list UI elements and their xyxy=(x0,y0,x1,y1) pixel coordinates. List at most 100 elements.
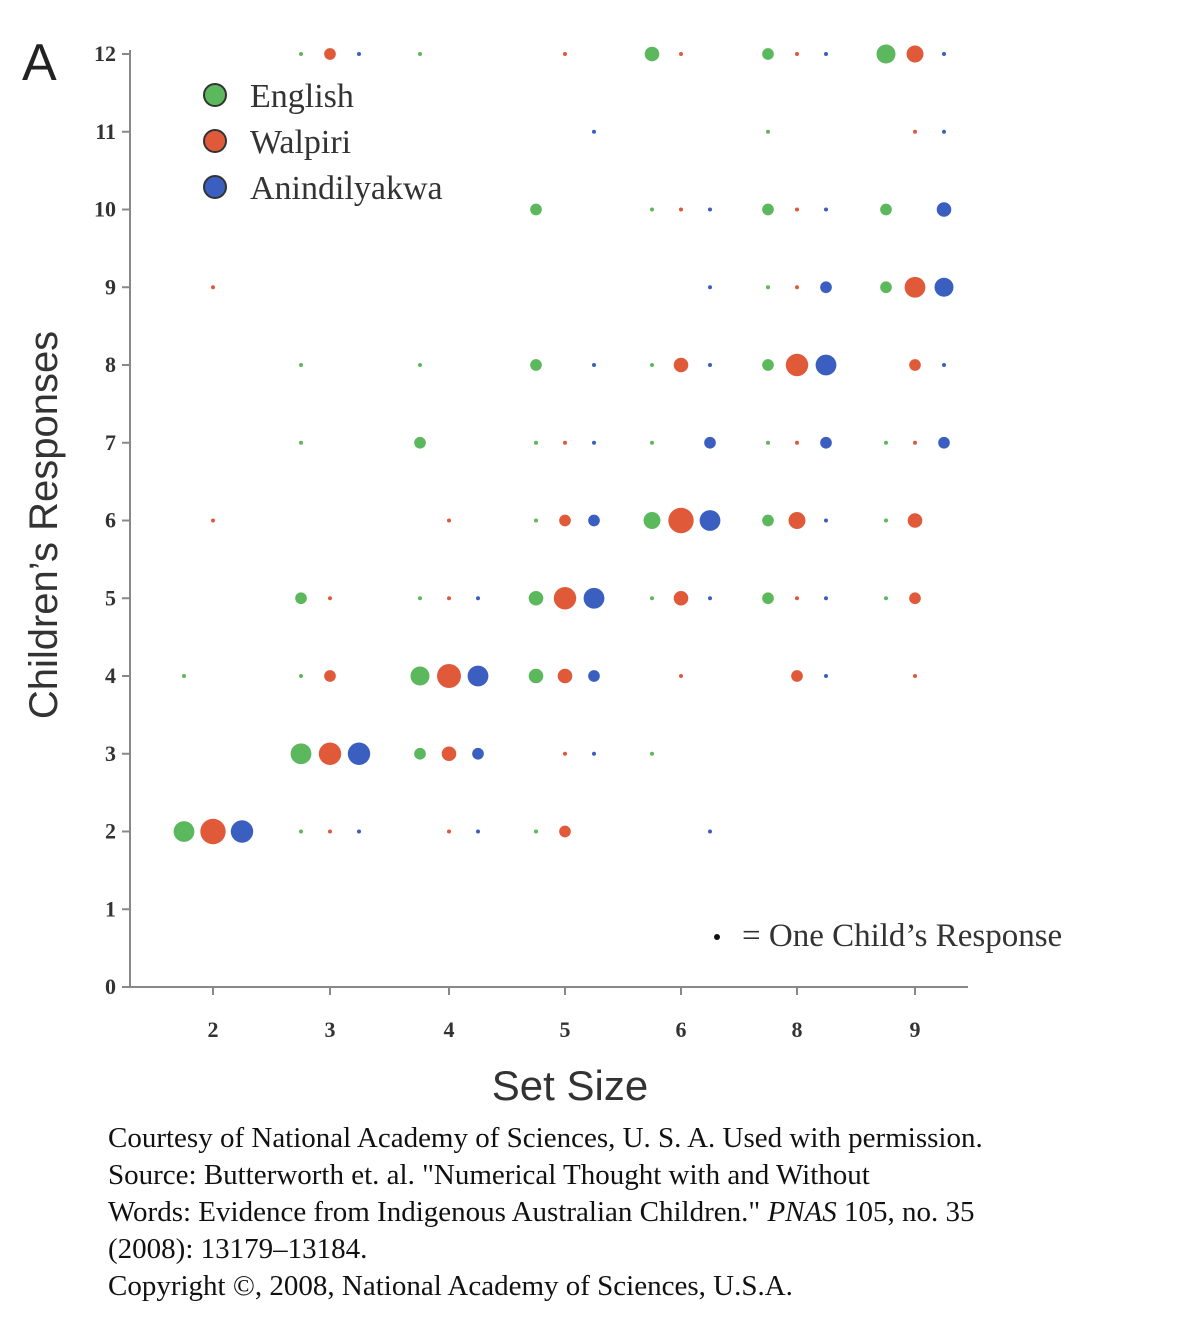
point-walpiri xyxy=(447,829,451,834)
point-walpiri xyxy=(563,440,567,445)
point-english xyxy=(290,743,312,765)
point-english xyxy=(299,674,303,678)
point-anindilyakwa xyxy=(592,440,596,445)
point-english xyxy=(762,48,774,60)
point-anindilyakwa xyxy=(824,207,828,212)
point-anindilyakwa xyxy=(588,514,600,527)
point-walpiri xyxy=(211,518,215,523)
point-walpiri xyxy=(909,359,921,371)
point-english xyxy=(418,52,422,56)
point-walpiri xyxy=(559,514,571,527)
point-anindilyakwa xyxy=(592,751,596,756)
point-english xyxy=(762,592,774,605)
point-anindilyakwa xyxy=(708,363,712,367)
point-anindilyakwa xyxy=(708,829,712,834)
point-english xyxy=(650,440,654,445)
point-english xyxy=(299,829,303,834)
credit-line-3-after: 105, no. 35 xyxy=(836,1196,975,1228)
point-anindilyakwa xyxy=(467,665,489,687)
point-walpiri xyxy=(791,670,803,682)
point-anindilyakwa xyxy=(824,596,828,601)
point-english xyxy=(528,590,544,606)
point-walpiri xyxy=(906,45,924,63)
y-tick-label: 0 xyxy=(105,974,116,999)
credit-block: Courtesy of National Academy of Sciences… xyxy=(108,1120,1178,1305)
point-anindilyakwa xyxy=(699,510,721,531)
point-walpiri xyxy=(788,512,806,529)
point-english xyxy=(884,596,888,601)
point-english xyxy=(762,514,774,527)
point-anindilyakwa xyxy=(357,829,361,834)
point-walpiri xyxy=(447,596,451,601)
legend: English Walpiri Anindilyakwa xyxy=(203,78,443,207)
y-tick-label: 8 xyxy=(105,352,116,377)
point-walpiri xyxy=(679,674,683,678)
point-walpiri xyxy=(907,513,923,528)
legend-label-walpiri: Walpiri xyxy=(250,124,351,161)
credit-line-1: Courtesy of National Academy of Sciences… xyxy=(108,1122,983,1154)
point-english xyxy=(650,751,654,756)
point-anindilyakwa xyxy=(592,129,596,134)
y-tick-label: 5 xyxy=(105,585,116,610)
point-english xyxy=(418,596,422,601)
x-tick-label: 2 xyxy=(208,1017,219,1042)
credit-line-2: Source: Butterworth et. al. "Numerical T… xyxy=(108,1159,870,1191)
point-walpiri xyxy=(795,440,799,445)
point-english xyxy=(650,596,654,601)
y-tick-label: 10 xyxy=(94,197,116,222)
point-english xyxy=(410,666,430,686)
point-english xyxy=(534,829,538,834)
credit-journal: PNAS xyxy=(767,1196,837,1228)
x-axis-title: Set Size xyxy=(492,1062,648,1109)
point-anindilyakwa xyxy=(472,747,484,760)
point-anindilyakwa xyxy=(476,829,480,834)
point-english xyxy=(530,359,542,371)
legend-label-anindilyakwa: Anindilyakwa xyxy=(250,170,443,207)
point-anindilyakwa xyxy=(934,277,954,297)
size-note: = One Child’s Response xyxy=(714,918,1062,954)
x-tick-label: 4 xyxy=(444,1017,455,1042)
point-walpiri xyxy=(668,507,694,534)
point-english xyxy=(643,512,661,529)
point-walpiri xyxy=(913,129,917,134)
y-tick-label: 11 xyxy=(95,119,116,144)
point-anindilyakwa xyxy=(357,52,361,56)
point-walpiri xyxy=(904,276,926,298)
point-walpiri xyxy=(785,353,809,377)
y-tick-label: 12 xyxy=(94,41,116,66)
point-english xyxy=(884,518,888,523)
point-english xyxy=(414,436,426,449)
point-anindilyakwa xyxy=(942,129,946,134)
point-anindilyakwa xyxy=(824,518,828,523)
panel-label: A xyxy=(22,34,57,92)
point-walpiri xyxy=(211,285,215,290)
point-english xyxy=(182,674,186,678)
point-walpiri xyxy=(324,48,336,60)
point-anindilyakwa xyxy=(942,52,946,56)
y-axis-title: Children’s Responses xyxy=(22,331,66,719)
point-anindilyakwa xyxy=(938,436,950,449)
point-english xyxy=(880,203,892,216)
point-anindilyakwa xyxy=(820,281,832,294)
credit-line-5: Copyright ©, 2008, National Academy of S… xyxy=(108,1270,793,1302)
point-walpiri xyxy=(563,52,567,56)
point-walpiri xyxy=(563,751,567,756)
point-english xyxy=(299,52,303,56)
point-english xyxy=(418,363,422,367)
point-walpiri xyxy=(441,746,457,762)
point-anindilyakwa xyxy=(347,742,371,765)
point-english xyxy=(766,129,770,134)
point-anindilyakwa xyxy=(230,820,254,843)
point-walpiri xyxy=(795,596,799,601)
y-tick-label: 6 xyxy=(105,508,116,533)
point-english xyxy=(414,747,426,760)
point-english xyxy=(766,440,770,445)
point-anindilyakwa xyxy=(592,363,596,367)
credit-line-3-before: Words: Evidence from Indigenous Australi… xyxy=(108,1196,768,1228)
point-english xyxy=(534,518,538,523)
point-anindilyakwa xyxy=(476,596,480,601)
point-anindilyakwa xyxy=(708,596,712,601)
x-axis: 2 3 4 5 6 8 9 xyxy=(130,986,968,1042)
